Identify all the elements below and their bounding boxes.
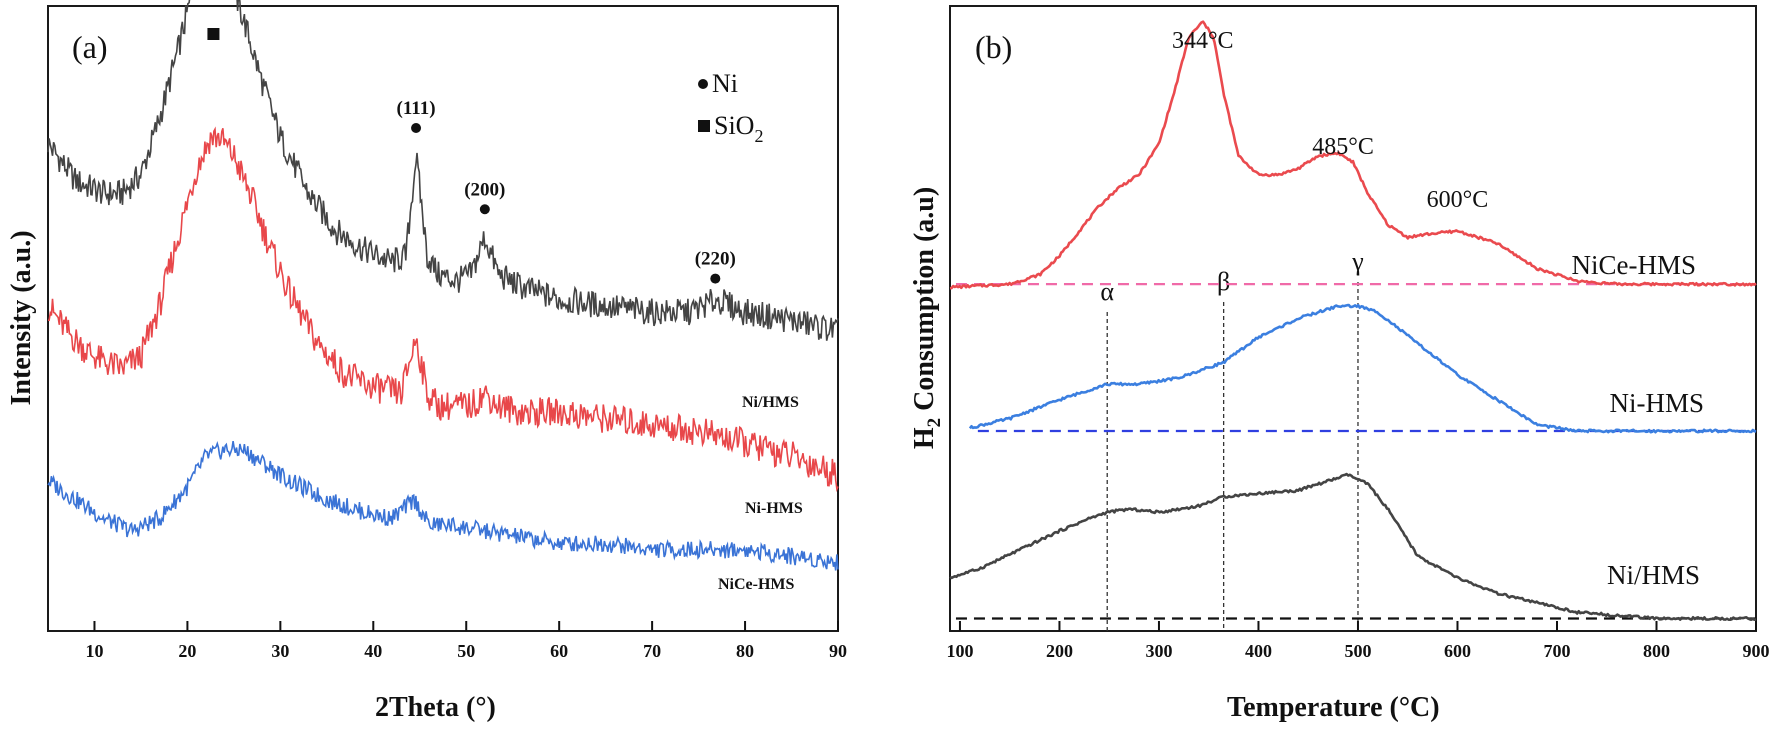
peak-label: (111) xyxy=(397,98,436,119)
legend-sio2-label: SiO2 xyxy=(714,111,763,146)
x-tick-label: 80 xyxy=(736,641,754,661)
peak-temperature-label: 344°C xyxy=(1172,28,1234,54)
panel-b-label: (b) xyxy=(975,29,1012,65)
series-ni-hms-xrd-line xyxy=(47,0,839,341)
x-tick-label: 900 xyxy=(1743,641,1770,661)
peak-temperature-label: 485°C xyxy=(1312,134,1374,160)
peak-label: (220) xyxy=(695,249,736,270)
label-ni-hyphen-hms-b: Ni-HMS xyxy=(1609,388,1704,418)
series-nice-hms-xrd-line xyxy=(47,440,839,571)
ni-peak-marker xyxy=(411,123,422,133)
series-nice-hms-tpr-line xyxy=(949,20,1757,290)
x-tick-label: 400 xyxy=(1245,641,1272,661)
x-tick-label: 70 xyxy=(643,641,661,661)
peak-temperature-label: 600°C xyxy=(1427,187,1489,213)
x-tick-label: 600 xyxy=(1444,641,1471,661)
x-tick-label: 50 xyxy=(457,641,475,661)
sio2-peak-marker xyxy=(207,28,220,40)
panel-a-x-ticks: 10 20 30 40 50 60 70 80 90 xyxy=(85,621,847,661)
panel-b-x-ticks: 100 200 300 400 500 600 700 800 900 xyxy=(946,621,1770,661)
panel-a-series-group xyxy=(47,0,839,571)
panel-b-y-axis-title: H2 Consumption (a.u) xyxy=(909,187,945,449)
x-tick-label: 300 xyxy=(1145,641,1172,661)
x-tick-label: 40 xyxy=(364,641,382,661)
region-symbol: β xyxy=(1217,267,1230,296)
legend-ni-label: Ni xyxy=(712,69,738,98)
label-ni-slash-hms-b: Ni/HMS xyxy=(1607,560,1700,590)
panel-b-x-axis-title: Temperature (°C) xyxy=(1227,692,1440,723)
x-tick-label: 90 xyxy=(829,641,847,661)
ni-peak-marker xyxy=(710,273,721,284)
x-tick-label: 500 xyxy=(1344,641,1371,661)
x-tick-label: 30 xyxy=(271,641,289,661)
panel-b-frame xyxy=(949,5,1757,632)
peak-label: (200) xyxy=(464,179,505,200)
region-symbol: γ xyxy=(1351,247,1364,276)
panel-a-peak-markers: (111) (200) (220) xyxy=(207,28,736,284)
panel-a-label: (a) xyxy=(72,29,108,65)
label-nice-hms-b: NiCe-HMS xyxy=(1571,250,1696,280)
series-ni-hms-tpr-line xyxy=(968,303,1757,434)
panel-a: (a) (111) (200) (220) Ni SiO2 Ni/HMS Ni-HM… xyxy=(6,0,847,723)
panel-a-x-axis-title: 2Theta (°) xyxy=(375,692,496,723)
panel-a-y-axis-title: Intensity (a.u.) xyxy=(6,230,37,405)
panel-b-annotations: 344°C 485°C 600°C xyxy=(1172,28,1488,213)
x-tick-label: 10 xyxy=(85,641,103,661)
label-nice-hms-a: NiCe-HMS xyxy=(718,576,795,593)
ni-peak-marker xyxy=(479,204,490,215)
panel-a-frame xyxy=(47,5,839,632)
x-tick-label: 200 xyxy=(1046,641,1073,661)
x-tick-label: 100 xyxy=(946,641,973,661)
panel-a-legend: Ni SiO2 xyxy=(698,69,763,146)
legend-ni-marker xyxy=(698,79,708,89)
region-symbol: α xyxy=(1100,277,1114,306)
label-ni-hyphen-hms-a: Ni-HMS xyxy=(745,500,803,517)
legend-sio2-marker xyxy=(698,120,710,132)
series-ni-hms-tpr-line xyxy=(949,472,1757,621)
label-ni-slash-hms-a: Ni/HMS xyxy=(742,394,799,411)
x-tick-label: 20 xyxy=(178,641,196,661)
series-ni-hms-xrd-line xyxy=(47,126,839,493)
x-tick-label: 800 xyxy=(1643,641,1670,661)
panel-b-series-group xyxy=(949,20,1757,621)
x-tick-label: 60 xyxy=(550,641,568,661)
x-tick-label: 700 xyxy=(1543,641,1570,661)
